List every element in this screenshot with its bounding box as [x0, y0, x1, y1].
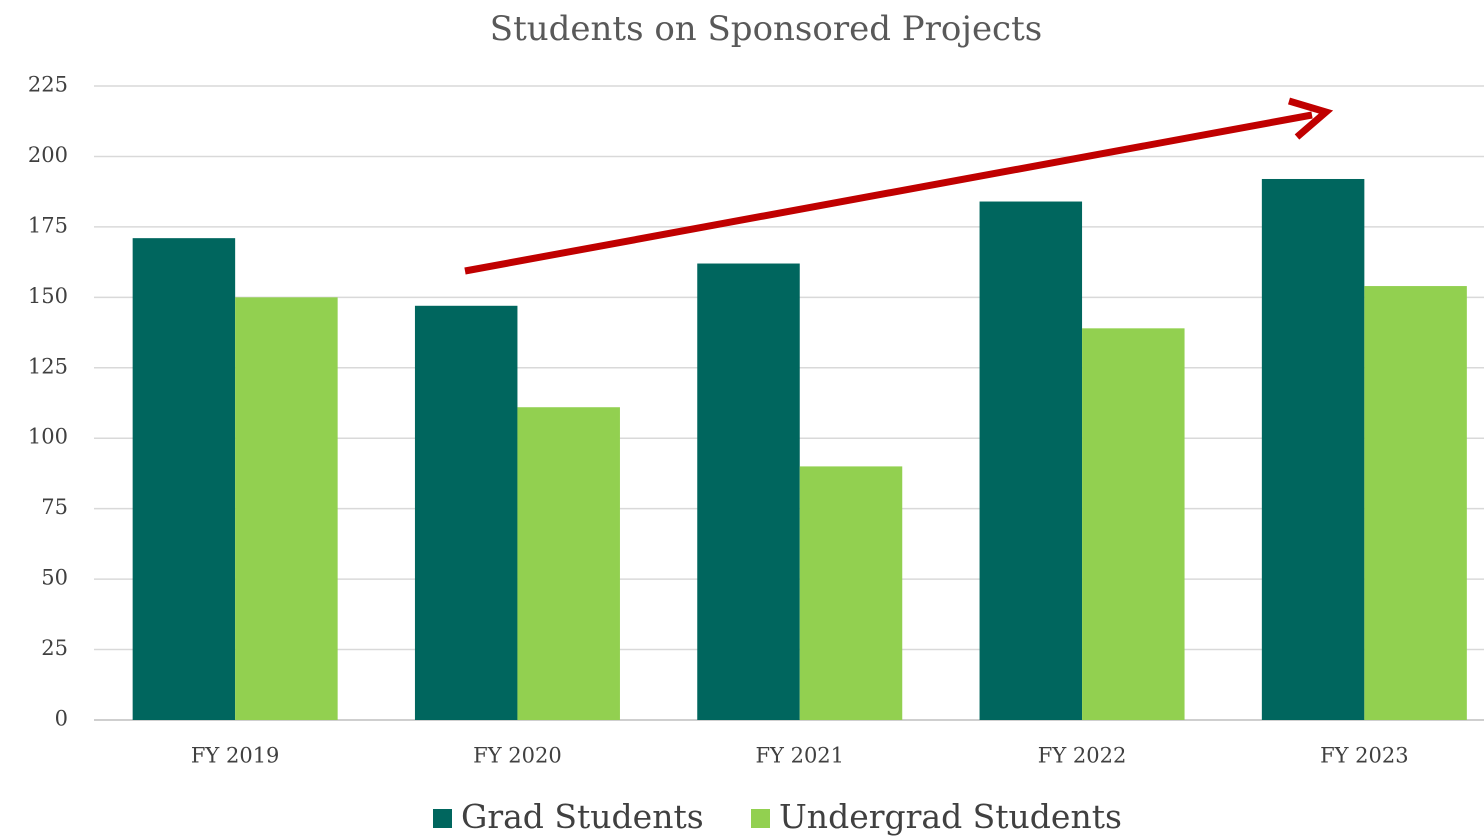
y-tick-label: 150	[28, 284, 68, 308]
bar	[979, 201, 1083, 721]
legend-swatch	[433, 809, 452, 828]
legend-label: Undergrad Students	[779, 797, 1122, 836]
bar	[235, 297, 338, 720]
y-tick-label: 100	[28, 425, 68, 449]
legend-label: Grad Students	[461, 797, 704, 836]
bar	[1364, 286, 1467, 720]
y-tick-label: 175	[28, 213, 68, 237]
y-tick-label: 75	[41, 495, 68, 519]
bar	[1261, 178, 1365, 720]
x-tick-label: FY 2021	[755, 744, 844, 768]
bar	[799, 466, 903, 720]
y-tick-label: 25	[41, 636, 68, 660]
x-tick-label: FY 2019	[191, 744, 280, 768]
bar	[1082, 328, 1185, 720]
bars: FY 2019 FY 2020 FY 2021 FY 2022 FY 2023	[132, 178, 1467, 768]
y-tick-label: 125	[28, 354, 68, 378]
x-tick-label: FY 2022	[1038, 744, 1127, 768]
x-tick-label: FY 2023	[1320, 744, 1409, 768]
trend-arrow	[464, 111, 1313, 275]
chart-title: Students on Sponsored Projects	[490, 9, 1042, 49]
bar	[697, 263, 800, 720]
y-tick-label: 225	[28, 73, 68, 97]
legend: Grad Students Undergrad Students	[433, 797, 1122, 836]
bar	[132, 238, 236, 720]
y-tick-label: 50	[41, 566, 68, 590]
bar	[414, 305, 518, 720]
y-tick-label: 0	[55, 707, 68, 731]
trend-arrow-head	[1288, 97, 1334, 140]
legend-swatch	[751, 809, 770, 828]
x-tick-label: FY 2020	[473, 744, 562, 768]
y-tick-label: 200	[28, 143, 68, 167]
bar	[517, 407, 620, 720]
